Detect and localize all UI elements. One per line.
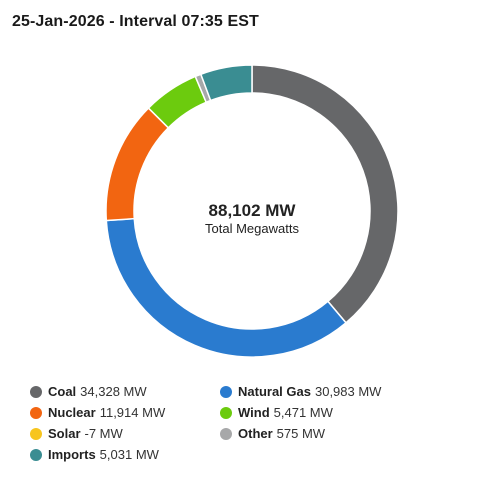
- legend-value-other: 575 MW: [276, 426, 326, 441]
- donut-slice-imports[interactable]: [200, 64, 253, 102]
- legend-item-other[interactable]: Other 575 MW: [220, 425, 450, 442]
- legend-dot-nuclear: [30, 406, 42, 419]
- legend-item-wind[interactable]: Wind 5,471 MW: [220, 404, 450, 421]
- legend-item-natural-gas[interactable]: Natural Gas 30,983 MW: [220, 383, 450, 400]
- legend-dot-coal: [30, 385, 42, 398]
- chart-legend: Coal 34,328 MW Natural Gas 30,983 MW Nuclear…: [30, 383, 490, 463]
- legend-value-wind: 5,471 MW: [273, 405, 333, 420]
- legend-value-nuclear: 11,914 MW: [99, 405, 166, 420]
- legend-label-natural-gas: Natural Gas: [238, 384, 311, 399]
- legend-value-imports: 5,031 MW: [99, 447, 159, 462]
- legend-label-wind: Wind: [238, 405, 270, 420]
- legend-dot-other: [220, 427, 232, 440]
- page-title: 25-Jan-2026 - Interval 07:35 EST: [12, 13, 259, 30]
- legend-label-imports: Imports: [48, 447, 96, 462]
- legend-dot-solar: [30, 427, 42, 440]
- donut-slice-coal[interactable]: [251, 64, 399, 324]
- legend-label-other: Other: [238, 426, 273, 441]
- legend-value-coal: 34,328 MW: [80, 384, 147, 399]
- center-total-label: Total Megawatts: [205, 221, 299, 236]
- legend-value-natural-gas: 30,983 MW: [314, 384, 382, 399]
- legend-value-solar: -7 MW: [84, 426, 123, 441]
- legend-label-coal: Coal: [48, 384, 77, 399]
- legend-label-nuclear: Nuclear: [48, 405, 96, 420]
- donut-slices: [105, 64, 399, 358]
- donut-slice-natural-gas[interactable]: [105, 217, 347, 358]
- legend-dot-imports: [30, 448, 42, 461]
- legend-dot-natural-gas: [220, 385, 232, 398]
- legend-item-coal[interactable]: Coal 34,328 MW: [30, 383, 220, 400]
- donut-slice-nuclear[interactable]: [105, 107, 170, 222]
- legend-item-imports[interactable]: Imports 5,031 MW: [30, 446, 220, 463]
- legend-item-solar[interactable]: Solar -7 MW: [30, 425, 220, 442]
- center-total-value: 88,102 MW: [209, 201, 297, 220]
- donut-chart: 88,102 MW Total Megawatts: [105, 64, 399, 358]
- legend-item-nuclear[interactable]: Nuclear 11,914 MW: [30, 404, 220, 421]
- legend-label-solar: Solar: [48, 426, 81, 441]
- legend-dot-wind: [220, 406, 232, 419]
